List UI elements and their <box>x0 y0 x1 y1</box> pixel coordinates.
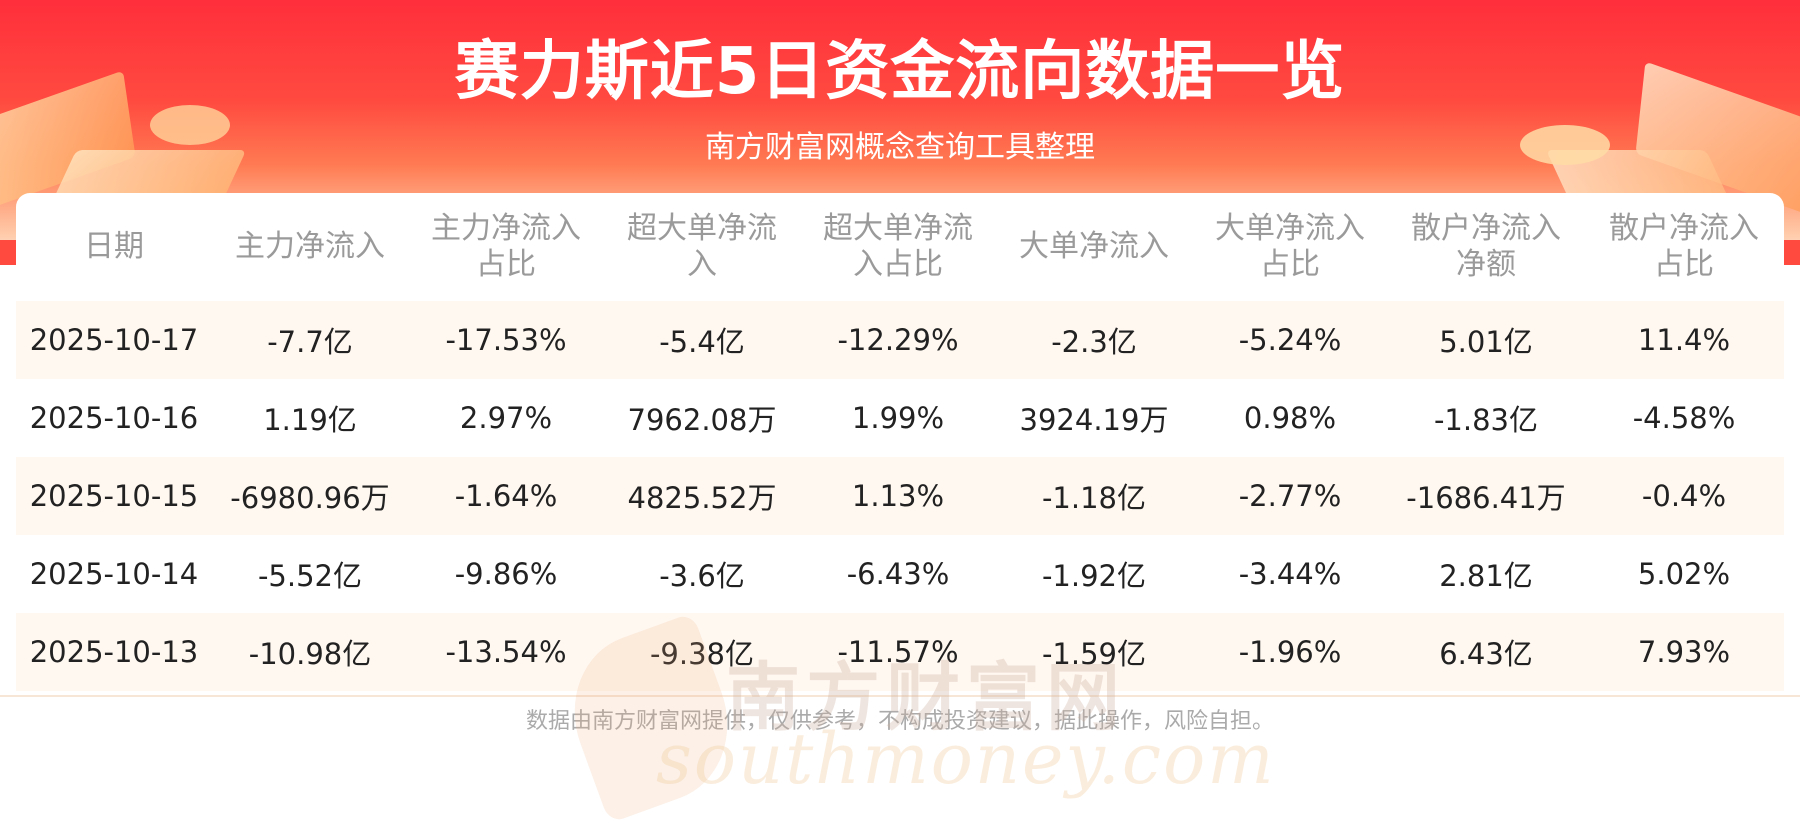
table-body: 2025-10-17 -7.7亿 -17.53% -5.4亿 -12.29% -2.3亿 -… <box>16 301 1784 691</box>
value-cell: -2.3亿 <box>996 301 1192 379</box>
table-header-row: 日期 主力净流入 主力净流入 占比 超大单净流入超大单净流 入占比 大单净流入 大单净流入 占比… <box>16 193 1784 301</box>
table-row: 2025-10-15 -6980.96万 -1.64% 4825.52万 1.13% -1… <box>16 457 1784 535</box>
column-header: 超大单净流 入占比 <box>800 193 996 301</box>
value-cell: -10.98亿 <box>212 613 408 691</box>
value-cell: 1.13% <box>800 457 996 535</box>
value-cell: 7.93% <box>1584 613 1784 691</box>
column-header-line: 入占比 <box>853 247 943 282</box>
value-cell: -5.52亿 <box>212 535 408 613</box>
column-header-line: 主力净流入 <box>431 211 581 246</box>
value-cell: -5.24% <box>1192 301 1388 379</box>
page-title: 赛力斯近5日资金流向数据一览 <box>454 35 1346 109</box>
value-cell: -7.7亿 <box>212 301 408 379</box>
column-header-line: 日期 <box>84 229 144 264</box>
value-cell: 7962.08万 <box>604 379 800 457</box>
value-cell: -12.29% <box>800 301 996 379</box>
table-row: 2025-10-17 -7.7亿 -17.53% -5.4亿 -12.29% -2.3亿 -… <box>16 301 1784 379</box>
column-header-line: 散户净流入 <box>1609 211 1759 246</box>
value-cell: 2.81亿 <box>1388 535 1584 613</box>
value-cell: 1.19亿 <box>212 379 408 457</box>
value-cell: -0.4% <box>1584 457 1784 535</box>
value-cell: -3.44% <box>1192 535 1388 613</box>
column-header-line: 占比 <box>1654 247 1714 282</box>
value-cell: -4.58% <box>1584 379 1784 457</box>
date-cell: 2025-10-16 <box>16 379 212 457</box>
value-cell: -11.57% <box>800 613 996 691</box>
value-cell: -1.96% <box>1192 613 1388 691</box>
column-header: 大单净流入 <box>996 193 1192 301</box>
value-cell: 11.4% <box>1584 301 1784 379</box>
value-cell: -9.86% <box>408 535 604 613</box>
column-header-line: 占比 <box>1260 247 1320 282</box>
value-cell: 6.43亿 <box>1388 613 1584 691</box>
column-header-line: 主力净流入 <box>235 229 385 264</box>
table-row: 2025-10-16 1.19亿 2.97% 7962.08万 1.99% 3924.19… <box>16 379 1784 457</box>
column-header: 主力净流入 占比 <box>408 193 604 301</box>
date-cell: 2025-10-17 <box>16 301 212 379</box>
footer-divider <box>0 695 1800 697</box>
value-cell: -1.64% <box>408 457 604 535</box>
column-header-line: 超大单净流 <box>627 211 777 246</box>
value-cell: 2.97% <box>408 379 604 457</box>
value-cell: -9.38亿 <box>604 613 800 691</box>
page-subtitle: 南方财富网概念查询工具整理 <box>705 130 1095 165</box>
table-row: 2025-10-13 -10.98亿 -13.54% -9.38亿 -11.57% -1.… <box>16 613 1784 691</box>
value-cell: -1.83亿 <box>1388 379 1584 457</box>
column-header: 超大单净流入 <box>604 193 800 301</box>
decorative-edge <box>0 240 18 265</box>
table-row: 2025-10-14 -5.52亿 -9.86% -3.6亿 -6.43% -1.92亿 -… <box>16 535 1784 613</box>
column-header-line: 入 <box>687 247 717 282</box>
column-header: 散户净流入 净额 <box>1388 193 1584 301</box>
value-cell: -3.6亿 <box>604 535 800 613</box>
column-header: 散户净流入 占比 <box>1584 193 1784 301</box>
column-header-line: 散户净流入 <box>1411 211 1561 246</box>
value-cell: -1686.41万 <box>1388 457 1584 535</box>
value-cell: 5.02% <box>1584 535 1784 613</box>
value-cell: -13.54% <box>408 613 604 691</box>
value-cell: 3924.19万 <box>996 379 1192 457</box>
value-cell: -6980.96万 <box>212 457 408 535</box>
value-cell: 1.99% <box>800 379 996 457</box>
value-cell: 5.01亿 <box>1388 301 1584 379</box>
value-cell: -1.92亿 <box>996 535 1192 613</box>
column-header: 主力净流入 <box>212 193 408 301</box>
value-cell: -6.43% <box>800 535 996 613</box>
date-cell: 2025-10-14 <box>16 535 212 613</box>
value-cell: 0.98% <box>1192 379 1388 457</box>
decorative-coin <box>1520 125 1610 165</box>
decorative-coin <box>150 105 230 145</box>
column-header-line: 大单净流入 <box>1019 229 1169 264</box>
column-header: 日期 <box>16 193 212 301</box>
value-cell: -17.53% <box>408 301 604 379</box>
column-header-line: 占比 <box>476 247 536 282</box>
value-cell: -5.4亿 <box>604 301 800 379</box>
date-cell: 2025-10-15 <box>16 457 212 535</box>
column-header-line: 净额 <box>1456 247 1516 282</box>
column-header: 大单净流入 占比 <box>1192 193 1388 301</box>
fund-flow-table: 日期 主力净流入 主力净流入 占比 超大单净流入超大单净流 入占比 大单净流入 大单净流入 占比… <box>16 193 1784 691</box>
column-header-line: 大单净流入 <box>1215 211 1365 246</box>
value-cell: 4825.52万 <box>604 457 800 535</box>
column-header-line: 超大单净流 <box>823 211 973 246</box>
footer-disclaimer: 数据由南方财富网提供，仅供参考，不构成投资建议，据此操作，风险自担。 <box>525 709 1274 734</box>
value-cell: -2.77% <box>1192 457 1388 535</box>
value-cell: -1.59亿 <box>996 613 1192 691</box>
value-cell: -1.18亿 <box>996 457 1192 535</box>
data-card: 日期 主力净流入 主力净流入 占比 超大单净流入超大单净流 入占比 大单净流入 大单净流入 占比… <box>16 193 1784 824</box>
date-cell: 2025-10-13 <box>16 613 212 691</box>
decorative-edge <box>1782 240 1800 265</box>
